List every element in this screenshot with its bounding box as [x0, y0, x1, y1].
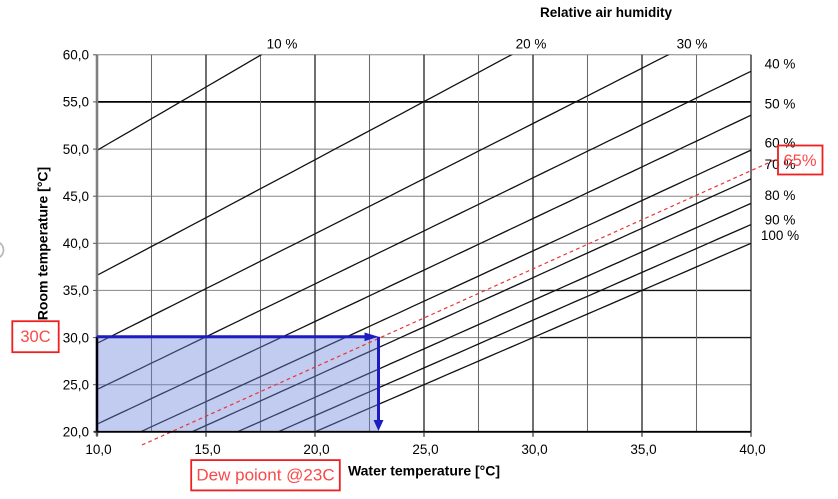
svg-text:50,0: 50,0 [63, 142, 89, 157]
svg-text:30,0: 30,0 [63, 330, 89, 345]
svg-text:25,0: 25,0 [412, 442, 438, 457]
svg-text:100 %: 100 % [761, 228, 799, 243]
svg-text:20,0: 20,0 [303, 442, 329, 457]
svg-text:35,0: 35,0 [63, 283, 89, 298]
svg-text:60,0: 60,0 [63, 48, 89, 63]
svg-text:40,0: 40,0 [739, 442, 765, 457]
svg-text:Water temperature [°C]: Water temperature [°C] [348, 463, 500, 479]
svg-text:30C: 30C [20, 328, 50, 346]
svg-text:20,0: 20,0 [63, 425, 89, 440]
svg-text:25,0: 25,0 [63, 377, 89, 392]
svg-text:70 %: 70 % [765, 157, 796, 172]
svg-text:Room temperature [°C]: Room temperature [°C] [35, 167, 51, 320]
svg-text:30 %: 30 % [677, 37, 708, 52]
svg-text:15,0: 15,0 [194, 442, 220, 457]
svg-text:10 %: 10 % [267, 37, 298, 52]
svg-text:40 %: 40 % [765, 57, 796, 72]
svg-text:80 %: 80 % [765, 188, 796, 203]
svg-text:60 %: 60 % [765, 136, 796, 151]
svg-text:10,0: 10,0 [85, 442, 111, 457]
svg-text:30,0: 30,0 [521, 442, 547, 457]
svg-text:90 %: 90 % [765, 212, 796, 227]
svg-text:40,0: 40,0 [63, 236, 89, 251]
svg-text:Dew poiont @23C: Dew poiont @23C [196, 466, 334, 485]
svg-text:65%: 65% [783, 152, 816, 170]
svg-text:Relative air humidity: Relative air humidity [540, 5, 673, 20]
svg-text:35,0: 35,0 [630, 442, 656, 457]
svg-text:20 %: 20 % [516, 37, 547, 52]
svg-text:50 %: 50 % [765, 96, 796, 111]
svg-text:55,0: 55,0 [63, 95, 89, 110]
svg-text:45,0: 45,0 [63, 189, 89, 204]
